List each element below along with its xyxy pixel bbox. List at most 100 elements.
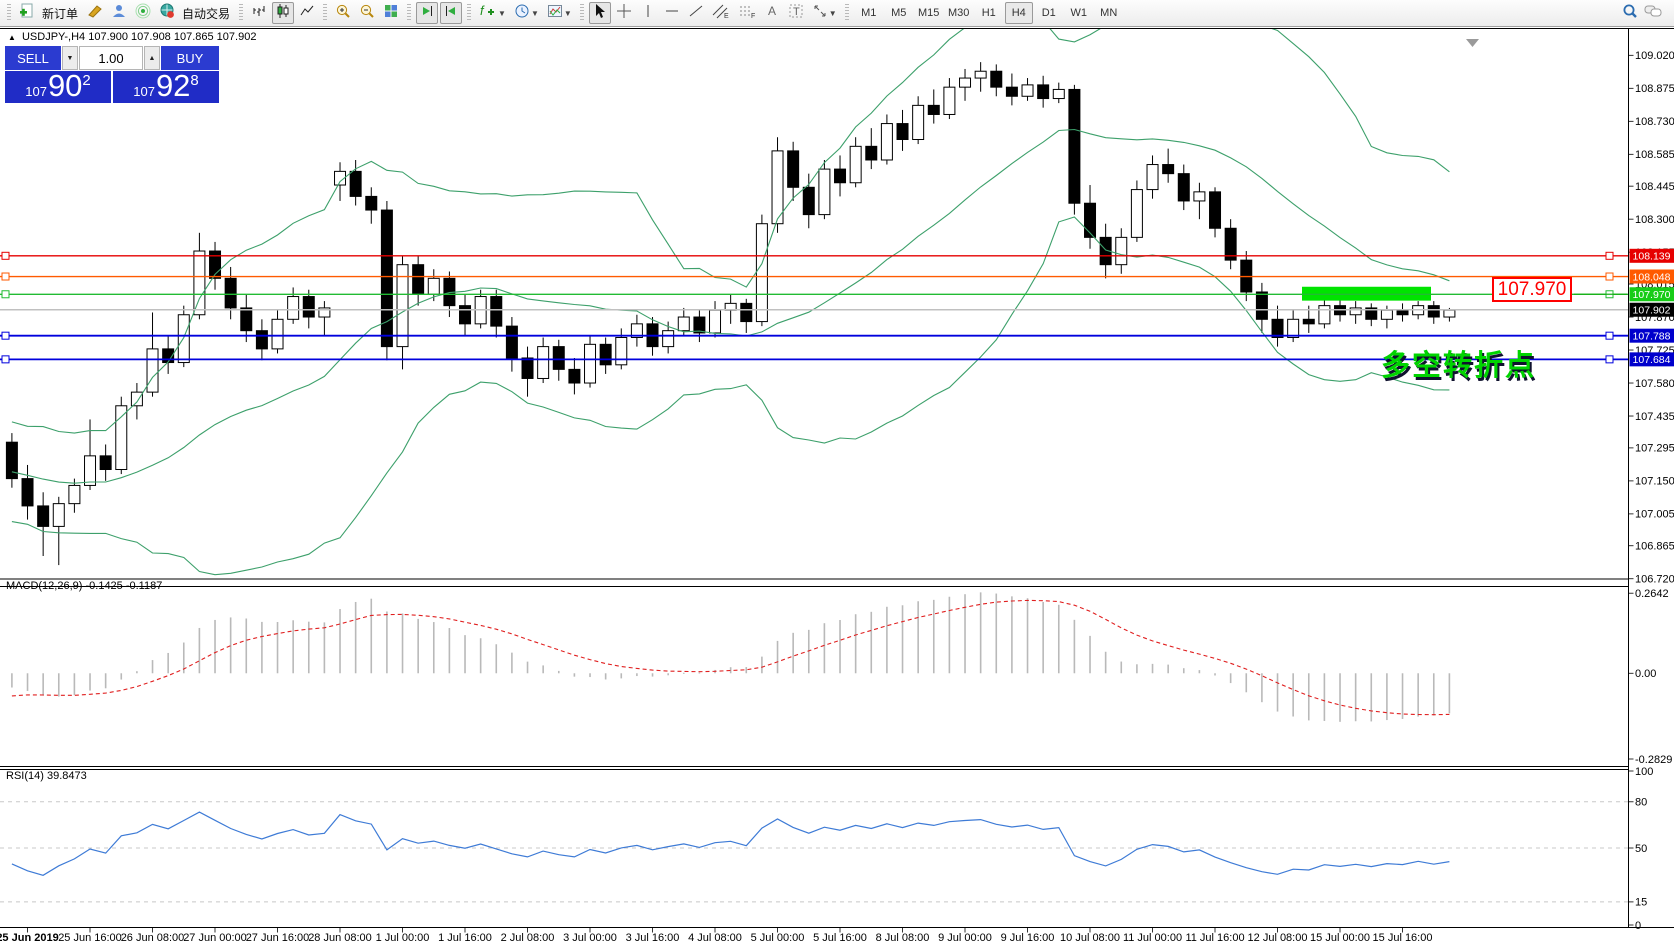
tf-m5-button[interactable]: M5: [891, 7, 907, 19]
collapse-arrow-icon[interactable]: ▲: [8, 33, 16, 42]
candle: [943, 86, 956, 115]
candle: [755, 223, 768, 323]
tf-d1-button[interactable]: D1: [1041, 7, 1056, 19]
candle: [1162, 164, 1175, 175]
macd-bar: [1073, 619, 1076, 674]
macd-bar: [901, 605, 904, 674]
arrows-tool-button[interactable]: ▼: [809, 2, 840, 24]
candle: [240, 307, 253, 332]
text-tool-button[interactable]: A: [761, 2, 783, 24]
price-badge-text: 107.684: [1633, 354, 1671, 366]
svg-text:F: F: [751, 13, 755, 19]
tile-windows-button[interactable]: [380, 2, 402, 24]
trendline-icon: [688, 3, 704, 24]
candle: [1099, 236, 1112, 266]
crosshair-tool-button[interactable]: [613, 2, 635, 24]
candle: [537, 346, 550, 379]
trendline-tool-button[interactable]: [685, 2, 707, 24]
line-chart-button[interactable]: [296, 2, 318, 24]
tf-h1-button[interactable]: H1: [981, 7, 996, 19]
new-order-label[interactable]: 新订单: [42, 6, 79, 21]
search-icon[interactable]: [1622, 3, 1638, 24]
channel-tool-button[interactable]: E: [709, 2, 733, 24]
buy-price[interactable]: 107 92 8: [113, 68, 219, 103]
auto-scroll-button[interactable]: [416, 2, 439, 24]
time-axis-label: 1 Jul 00:00: [376, 932, 430, 944]
macd-bar: [73, 673, 76, 696]
fibonacci-tool-button[interactable]: F: [735, 2, 759, 24]
macd-bar: [573, 673, 576, 677]
tf-m15-button[interactable]: M15: [918, 7, 940, 19]
periods-button[interactable]: ▼: [511, 2, 542, 24]
tf-m30-button[interactable]: M30: [948, 7, 970, 19]
chevron-down-icon: ▼: [828, 8, 837, 18]
bar-chart-button[interactable]: [248, 2, 270, 24]
candle: [224, 277, 237, 309]
autotrade-label[interactable]: 自动交易: [182, 6, 231, 21]
time-axis-label: 10 Jul 08:00: [1060, 932, 1120, 944]
time-axis-label: 3 Jul 16:00: [626, 932, 680, 944]
volume-input[interactable]: 1.00: [79, 46, 143, 70]
candlestick-chart-button[interactable]: [272, 2, 295, 24]
candle: [927, 104, 940, 115]
tf-m1-button[interactable]: M1: [861, 7, 877, 19]
autotrade-button[interactable]: [156, 2, 178, 24]
zoom-in-button[interactable]: [332, 2, 354, 24]
tf-h4-button[interactable]: H4: [1004, 2, 1033, 24]
chart-shift-button[interactable]: [440, 2, 463, 24]
templates-button[interactable]: ▼: [544, 2, 575, 24]
buy-button[interactable]: BUY: [161, 46, 219, 70]
candle: [146, 348, 159, 393]
zoom-out-button[interactable]: [356, 2, 378, 24]
tf-w1-button[interactable]: W1: [1070, 7, 1087, 19]
candle: [787, 150, 800, 188]
sell-price-prefix: 107: [25, 84, 47, 99]
price-badge-text: 108.048: [1633, 271, 1671, 283]
text-label-tool-button[interactable]: T: [785, 2, 807, 24]
buy-price-prefix: 107: [133, 84, 155, 99]
svg-text:E: E: [724, 13, 729, 19]
macd-bar: [667, 673, 669, 676]
profile-button[interactable]: [108, 2, 130, 24]
macd-bar: [948, 596, 951, 674]
horizontal-line-tool-button[interactable]: [661, 2, 683, 24]
price-callout-label[interactable]: 107.970: [1492, 277, 1572, 302]
vertical-line-tool-button[interactable]: [637, 2, 659, 24]
time-axis-label: 3 Jul 00:00: [563, 932, 617, 944]
macd-bar: [276, 622, 279, 674]
macd-bar: [1432, 673, 1435, 716]
candle: [1209, 191, 1222, 229]
indicators-button[interactable]: f ▼: [476, 2, 509, 24]
time-axis-label: 25 Jun 16:00: [58, 932, 122, 944]
chat-icon[interactable]: [1644, 3, 1662, 24]
volume-down-button[interactable]: ▼: [62, 46, 78, 70]
toolbar-grip: [467, 4, 472, 22]
candle: [880, 123, 893, 161]
macd-bar: [1182, 668, 1185, 674]
volume-up-button[interactable]: ▲: [144, 46, 160, 70]
macd-bar: [1339, 673, 1341, 722]
clock-icon: [514, 3, 530, 24]
tf-mn-button[interactable]: MN: [1100, 7, 1118, 19]
candle: [1380, 309, 1393, 320]
macd-bar: [229, 617, 232, 674]
price-axis-tick: 106.720: [1635, 574, 1674, 586]
buy-price-big: 92: [155, 68, 191, 103]
macd-bar: [495, 644, 498, 674]
sell-price[interactable]: 107 90 2: [5, 70, 111, 103]
cursor-tool-button[interactable]: [588, 2, 611, 24]
time-axis-label: 15 Jul 16:00: [1373, 932, 1433, 944]
macd-bar: [151, 660, 154, 674]
chart-annotation-text[interactable]: 多空转折点: [1381, 350, 1537, 382]
sell-button[interactable]: SELL: [5, 46, 61, 70]
candle: [1115, 236, 1128, 266]
macd-bar: [589, 673, 591, 678]
sell-price-pip: 2: [82, 72, 91, 89]
candle: [349, 170, 362, 197]
time-axis-label: 2 Jul 08:00: [501, 932, 555, 944]
candle: [818, 168, 831, 216]
signals-button[interactable]: [132, 2, 154, 24]
new-order-button[interactable]: [16, 2, 38, 24]
styler-button[interactable]: [84, 2, 106, 24]
